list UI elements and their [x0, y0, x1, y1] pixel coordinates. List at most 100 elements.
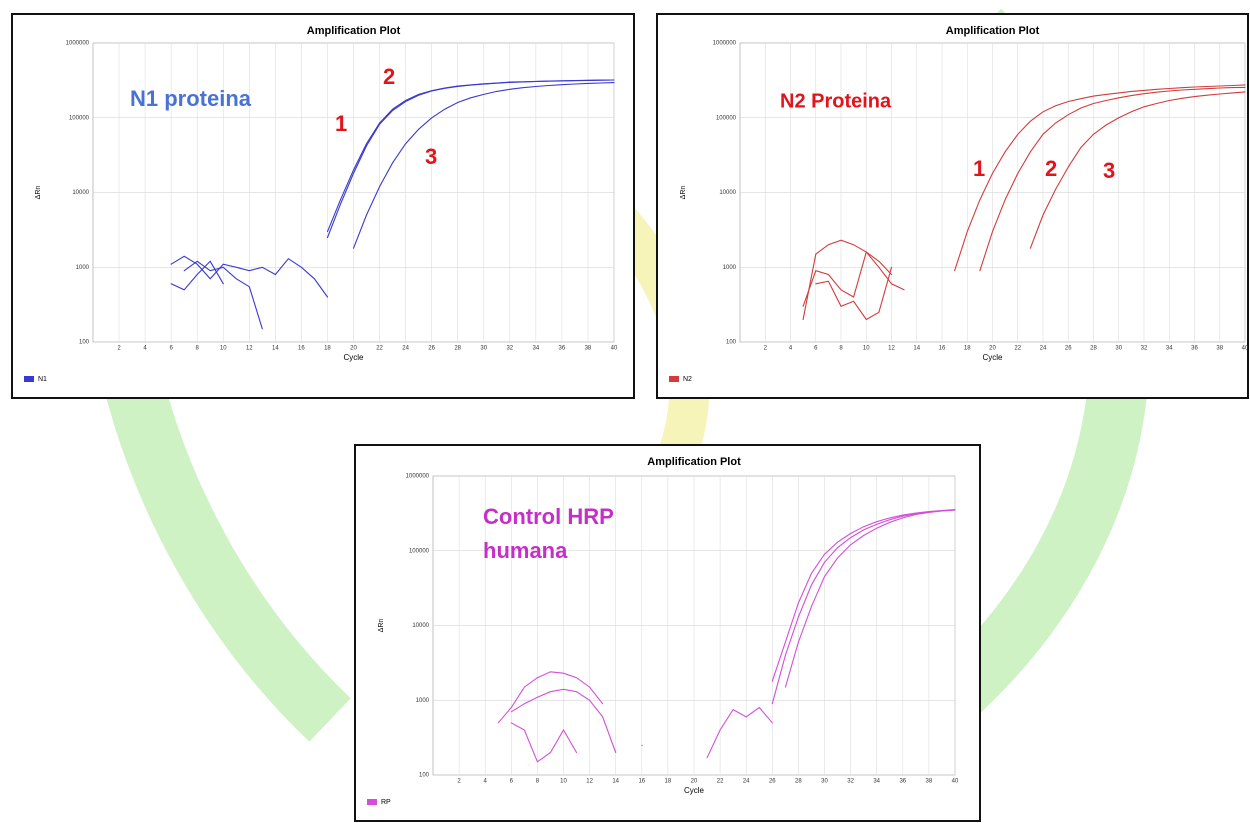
x-tick-label: 18 — [964, 346, 971, 352]
x-tick-label: 20 — [989, 346, 996, 352]
y-tick-label: 1000000 — [406, 474, 430, 480]
x-tick-label: 16 — [638, 779, 645, 785]
x-tick-label: 22 — [376, 346, 383, 352]
x-tick-label: 10 — [220, 346, 227, 352]
annotation: Control HRP — [483, 504, 614, 529]
data-line — [771, 509, 956, 705]
x-tick-label: 26 — [1065, 346, 1072, 352]
data-line — [784, 509, 956, 688]
chart-title: Amplification Plot — [307, 25, 401, 37]
x-tick-label: 20 — [691, 779, 698, 785]
y-tick-label: 1000 — [723, 265, 737, 271]
x-tick-label: 24 — [743, 779, 750, 785]
x-tick-label: 38 — [585, 346, 592, 352]
x-tick-label: 32 — [506, 346, 513, 352]
x-tick-label: 38 — [1216, 346, 1223, 352]
data-line — [706, 706, 773, 759]
legend-swatch — [24, 376, 34, 382]
data-line — [170, 260, 224, 291]
x-tick-label: 26 — [428, 346, 435, 352]
chart-panel: Amplification Plot 100 1000 10000 100000 1000… — [11, 13, 635, 399]
x-tick-label: 14 — [272, 346, 279, 352]
x-tick-label: 2 — [457, 779, 461, 785]
chart-title: Amplification Plot — [946, 25, 1040, 37]
x-tick-label: 34 — [1166, 346, 1173, 352]
data-line — [979, 86, 1246, 272]
y-tick-label: 1000 — [76, 265, 90, 271]
legend-swatch — [669, 376, 679, 382]
x-tick-label: 18 — [324, 346, 331, 352]
x-tick-label: 4 — [484, 779, 488, 785]
y-tick-label: 100000 — [716, 115, 737, 121]
x-tick-label: 38 — [926, 779, 933, 785]
x-tick-label: 12 — [246, 346, 253, 352]
y-axis-label: ΔRn — [680, 186, 687, 200]
x-tick-label: 28 — [1090, 346, 1097, 352]
y-tick-label: 1000000 — [713, 41, 737, 47]
x-tick-label: 4 — [789, 346, 793, 352]
x-tick-label: 36 — [899, 779, 906, 785]
annotation: 3 — [425, 144, 437, 169]
x-tick-label: 20 — [350, 346, 357, 352]
annotation: humana — [483, 538, 568, 563]
x-tick-label: 22 — [717, 779, 724, 785]
legend-swatch — [367, 799, 377, 805]
x-tick-label: 16 — [298, 346, 305, 352]
annotation: N1 proteina — [130, 86, 252, 111]
annotation: 3 — [1103, 158, 1115, 183]
x-axis-label: Cycle — [982, 353, 1003, 362]
x-tick-label: 30 — [480, 346, 487, 352]
x-tick-label: 6 — [169, 346, 173, 352]
x-tick-label: 30 — [1115, 346, 1122, 352]
x-tick-label: 28 — [795, 779, 802, 785]
x-tick-label: 40 — [952, 779, 959, 785]
x-tick-label: 4 — [143, 346, 147, 352]
y-axis-label: ΔRn — [378, 619, 385, 633]
x-tick-label: 12 — [888, 346, 895, 352]
x-tick-label: 32 — [847, 779, 854, 785]
x-tick-label: 40 — [1242, 346, 1249, 352]
legend-label: RP — [381, 799, 391, 806]
x-tick-label: 2 — [117, 346, 121, 352]
data-line — [802, 251, 893, 307]
x-tick-label: 6 — [510, 779, 514, 785]
y-tick-label: 100000 — [69, 115, 90, 121]
data-line — [510, 722, 578, 763]
x-tick-label: 28 — [454, 346, 461, 352]
y-tick-label: 100000 — [409, 548, 430, 554]
chart-title: Amplification Plot — [647, 456, 741, 468]
chart-panel: Amplification Plot 100 1000 10000 100000 1000… — [656, 13, 1249, 399]
annotation: 2 — [1045, 156, 1057, 181]
annotation: N2 Proteina — [780, 90, 892, 112]
x-tick-label: 34 — [533, 346, 540, 352]
x-tick-label: 24 — [402, 346, 409, 352]
annotation: 2 — [383, 64, 395, 89]
x-tick-label: 30 — [821, 779, 828, 785]
data-line — [771, 509, 956, 682]
data-line — [326, 79, 615, 239]
y-axis-label: ΔRn — [35, 186, 42, 200]
x-axis-label: Cycle — [343, 353, 364, 362]
x-tick-label: 6 — [814, 346, 818, 352]
annotation: 1 — [335, 111, 347, 136]
data-line — [170, 255, 329, 298]
y-tick-label: 10000 — [412, 623, 429, 629]
y-tick-label: 10000 — [719, 190, 736, 196]
x-tick-label: 8 — [196, 346, 200, 352]
annotation: 1 — [973, 156, 985, 181]
x-tick-label: 32 — [1141, 346, 1148, 352]
y-tick-label: 1000 — [416, 698, 430, 704]
y-tick-label: 100 — [419, 773, 430, 779]
x-tick-label: 12 — [586, 779, 593, 785]
x-tick-label: 8 — [536, 779, 540, 785]
x-tick-label: 14 — [612, 779, 619, 785]
x-tick-label: 14 — [913, 346, 920, 352]
x-tick-label: 24 — [1040, 346, 1047, 352]
data-line — [183, 260, 263, 330]
x-tick-label: 34 — [873, 779, 880, 785]
data-line — [802, 239, 905, 321]
x-tick-label: 36 — [559, 346, 566, 352]
data-line — [815, 266, 893, 321]
y-tick-label: 1000000 — [66, 41, 90, 47]
x-tick-label: 22 — [1014, 346, 1021, 352]
